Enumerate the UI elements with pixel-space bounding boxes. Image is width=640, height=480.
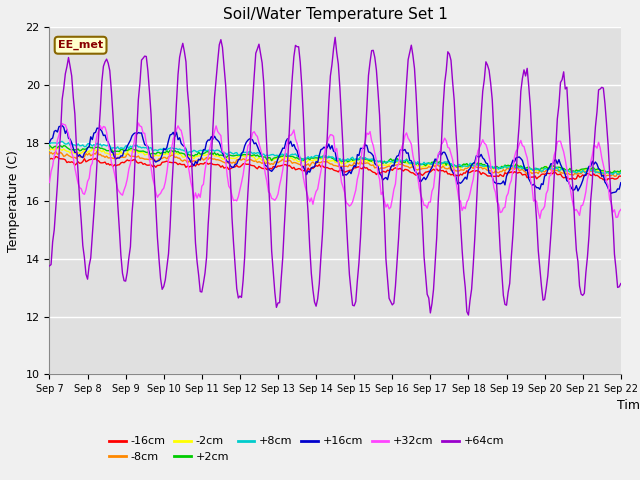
+2cm bbox=[371, 158, 379, 164]
-16cm bbox=[45, 156, 53, 162]
+16cm bbox=[45, 140, 53, 145]
Line: +16cm: +16cm bbox=[49, 126, 621, 193]
-2cm bbox=[601, 171, 609, 177]
+16cm bbox=[617, 180, 625, 186]
+2cm bbox=[45, 143, 53, 148]
Line: -2cm: -2cm bbox=[49, 147, 621, 174]
Line: +8cm: +8cm bbox=[49, 141, 621, 175]
+64cm bbox=[152, 204, 159, 210]
Text: EE_met: EE_met bbox=[58, 40, 103, 50]
-2cm bbox=[45, 147, 53, 153]
+64cm bbox=[465, 312, 472, 318]
+32cm bbox=[617, 206, 625, 212]
+16cm bbox=[58, 123, 66, 129]
+16cm bbox=[372, 162, 380, 168]
-8cm bbox=[372, 164, 380, 170]
+64cm bbox=[550, 174, 558, 180]
+16cm bbox=[607, 191, 615, 196]
+32cm bbox=[536, 216, 544, 221]
-8cm bbox=[611, 173, 618, 179]
-8cm bbox=[548, 168, 556, 174]
Line: +64cm: +64cm bbox=[49, 37, 621, 315]
+16cm bbox=[63, 127, 71, 133]
-8cm bbox=[154, 158, 161, 164]
+2cm bbox=[390, 157, 397, 163]
+64cm bbox=[372, 67, 380, 73]
+2cm bbox=[609, 170, 617, 176]
Y-axis label: Temperature (C): Temperature (C) bbox=[7, 150, 20, 252]
-8cm bbox=[61, 153, 69, 158]
-2cm bbox=[154, 153, 161, 158]
-16cm bbox=[603, 178, 611, 183]
+2cm bbox=[547, 164, 555, 169]
-2cm bbox=[392, 159, 399, 165]
-16cm bbox=[392, 165, 399, 171]
+8cm bbox=[548, 167, 556, 172]
+64cm bbox=[61, 71, 69, 77]
+8cm bbox=[404, 158, 412, 164]
+2cm bbox=[617, 168, 625, 173]
+16cm bbox=[404, 150, 412, 156]
+32cm bbox=[134, 120, 142, 126]
+8cm bbox=[609, 172, 617, 178]
+8cm bbox=[154, 148, 161, 154]
+32cm bbox=[154, 194, 161, 200]
+2cm bbox=[403, 156, 410, 162]
+32cm bbox=[392, 181, 399, 187]
+32cm bbox=[404, 135, 412, 141]
-16cm bbox=[404, 168, 412, 173]
-2cm bbox=[372, 161, 380, 167]
+8cm bbox=[58, 138, 66, 144]
+16cm bbox=[392, 156, 399, 162]
Line: +32cm: +32cm bbox=[49, 123, 621, 218]
Line: -16cm: -16cm bbox=[49, 156, 621, 180]
-2cm bbox=[404, 161, 412, 167]
-8cm bbox=[93, 148, 101, 154]
+32cm bbox=[45, 180, 53, 185]
+64cm bbox=[617, 281, 625, 287]
-2cm bbox=[617, 169, 625, 175]
+8cm bbox=[45, 141, 53, 147]
-8cm bbox=[617, 168, 625, 174]
-8cm bbox=[45, 151, 53, 156]
-16cm bbox=[63, 160, 71, 166]
-2cm bbox=[63, 148, 71, 154]
-2cm bbox=[52, 144, 60, 150]
+8cm bbox=[63, 141, 71, 147]
+8cm bbox=[392, 156, 399, 162]
+64cm bbox=[45, 263, 53, 269]
+2cm bbox=[61, 143, 69, 149]
+64cm bbox=[392, 283, 399, 289]
+16cm bbox=[154, 158, 161, 164]
-16cm bbox=[52, 154, 60, 159]
+64cm bbox=[404, 57, 412, 62]
Line: +2cm: +2cm bbox=[49, 145, 621, 173]
Title: Soil/Water Temperature Set 1: Soil/Water Temperature Set 1 bbox=[223, 7, 447, 22]
-16cm bbox=[617, 173, 625, 179]
+8cm bbox=[372, 158, 380, 164]
-8cm bbox=[404, 164, 412, 169]
Legend: -16cm, -8cm, -2cm, +2cm, +8cm, +16cm, +32cm, +64cm: -16cm, -8cm, -2cm, +2cm, +8cm, +16cm, +3… bbox=[105, 432, 508, 467]
-16cm bbox=[154, 163, 161, 168]
+2cm bbox=[152, 151, 159, 157]
+32cm bbox=[61, 122, 69, 128]
Line: -8cm: -8cm bbox=[49, 151, 621, 176]
+32cm bbox=[372, 157, 380, 163]
+32cm bbox=[550, 152, 558, 158]
+16cm bbox=[548, 161, 556, 167]
-16cm bbox=[372, 172, 380, 178]
X-axis label: Time: Time bbox=[617, 399, 640, 412]
-16cm bbox=[548, 171, 556, 177]
-2cm bbox=[548, 165, 556, 170]
-8cm bbox=[392, 162, 399, 168]
+64cm bbox=[332, 35, 339, 40]
+8cm bbox=[617, 170, 625, 176]
